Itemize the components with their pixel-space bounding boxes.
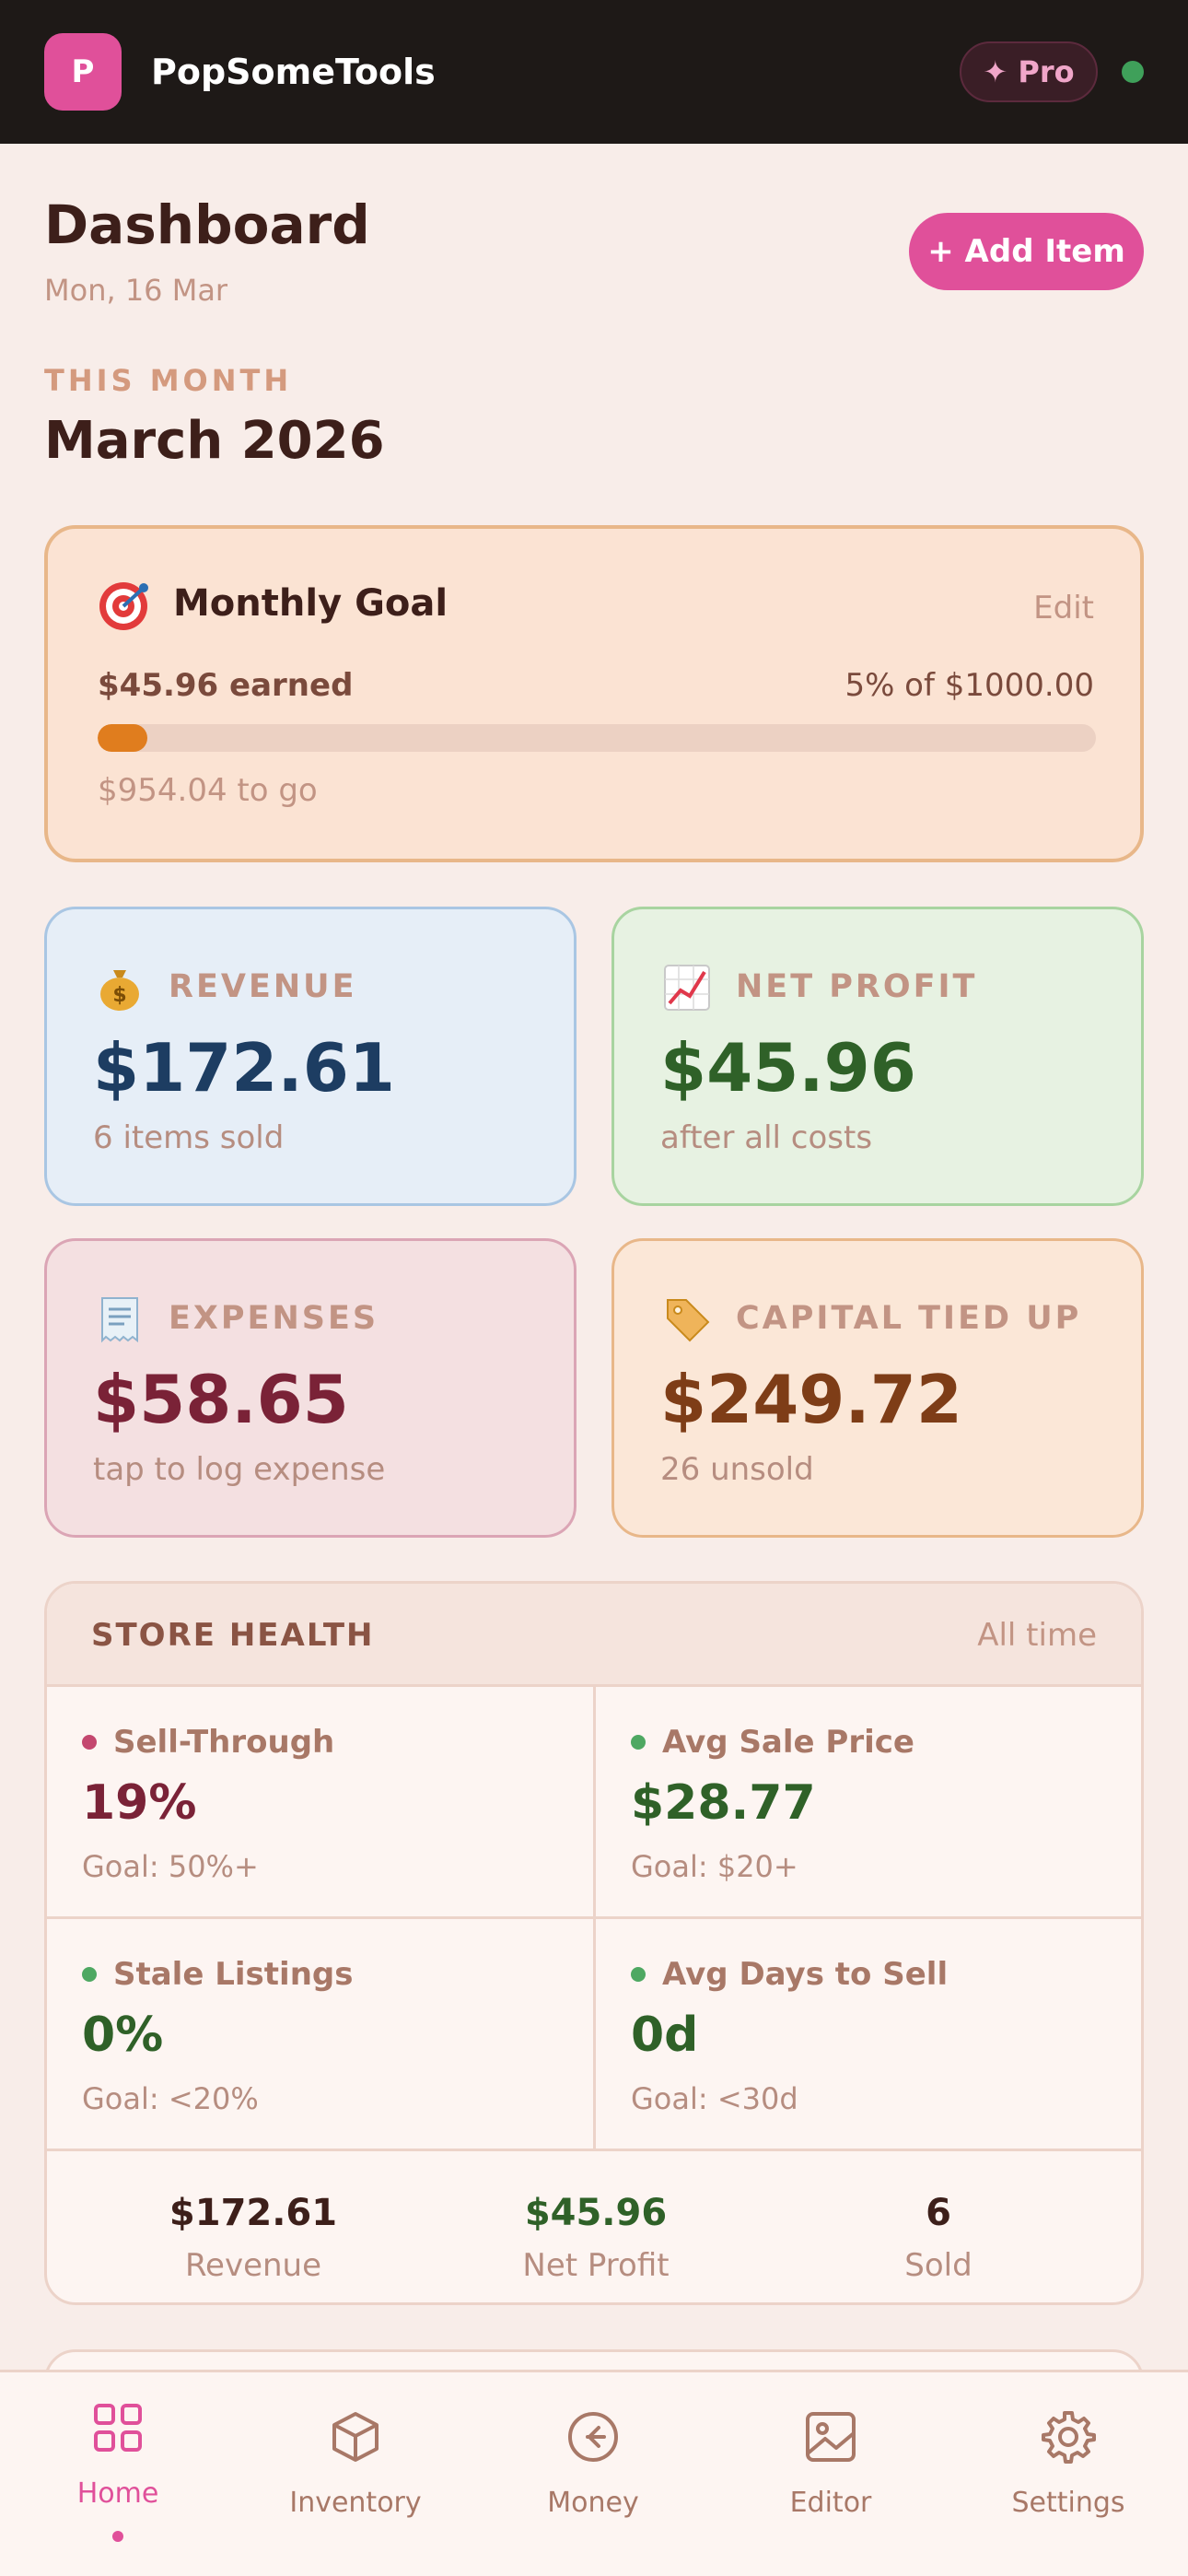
goal-progress-fill [98,724,148,752]
metric-avg-sale-price: Avg Sale Price $28.77 Goal: $20+ [596,1687,1141,1919]
chart-up-icon [664,965,710,1011]
store-health-range[interactable]: All time [977,1617,1097,1654]
summary-label: Net Profit [522,2247,670,2284]
metric-stale-listings: Stale Listings 0% Goal: <20% [47,1919,596,2151]
capital-value: $249.72 [660,1361,962,1438]
online-status-dot [1122,61,1144,83]
nav-money[interactable]: Money [501,2409,685,2547]
expenses-sub[interactable]: tap to log expense [93,1451,386,1488]
expenses-value: $58.65 [93,1361,349,1438]
store-health-header: STORE HEALTH All time [47,1584,1141,1687]
net-profit-card[interactable]: NET PROFIT $45.96 after all costs [611,907,1144,1206]
nav-editor[interactable]: Editor [739,2409,923,2547]
goal-remaining: $954.04 to go [98,772,318,809]
svg-text:$: $ [112,984,126,1007]
goal-title: Monthly Goal [173,582,448,625]
net-profit-sub: after all costs [660,1119,873,1156]
nav-label: Settings [1011,2487,1125,2519]
metric-value: 0% [82,2008,164,2063]
status-dot [82,1735,97,1750]
capital-card[interactable]: CAPITAL TIED UP $249.72 26 unsold [611,1238,1144,1538]
nav-label: Home [76,2477,159,2510]
status-dot [631,1967,646,1982]
target-icon [99,582,148,630]
metric-sell-through: Sell-Through 19% Goal: 50%+ [47,1687,596,1919]
logo-letter: P [71,53,95,90]
summary-label: Revenue [184,2247,322,2284]
summary-value: $45.96 [524,2192,668,2234]
page-title: Dashboard [44,193,370,256]
goal-earned: $45.96 earned [98,667,354,704]
metric-avg-days-to-sell: Avg Days to Sell 0d Goal: <30d [596,1919,1141,2151]
image-icon [806,2412,856,2462]
metric-label: Stale Listings [113,1956,354,1993]
metric-label: Avg Sale Price [662,1724,914,1761]
goal-edit-link[interactable]: Edit [1033,590,1094,626]
nav-label: Money [547,2487,639,2519]
period-title: March 2026 [44,411,385,471]
status-dot [631,1735,646,1750]
revenue-sub: 6 items sold [93,1119,285,1156]
metric-goal: Goal: $20+ [631,1849,798,1884]
expenses-card[interactable]: EXPENSES $58.65 tap to log expense [44,1238,577,1538]
capital-label: CAPITAL TIED UP [736,1300,1082,1337]
metric-label: Sell-Through [113,1724,335,1761]
nav-label: Inventory [289,2487,422,2519]
metric-goal: Goal: <30d [631,2081,798,2116]
revenue-value: $172.61 [93,1029,395,1107]
period-label: THIS MONTH [44,363,293,398]
money-icon [568,2412,618,2462]
metric-value: 19% [82,1775,197,1831]
summary-value: 6 [926,2192,951,2234]
status-dot [82,1967,97,1982]
active-indicator-dot [112,2531,123,2542]
metric-goal: Goal: <20% [82,2081,259,2116]
nav-settings[interactable]: Settings [976,2409,1160,2547]
revenue-card[interactable]: $ REVENUE $172.61 6 items sold [44,907,577,1206]
receipt-icon [101,1297,138,1343]
page-date: Mon, 16 Mar [44,273,228,308]
metric-label: Avg Days to Sell [662,1956,949,1993]
nav-inventory[interactable]: Inventory [263,2409,448,2547]
store-health-title: STORE HEALTH [91,1617,375,1654]
revenue-label: REVENUE [169,968,357,1005]
price-tag-icon [667,1299,710,1342]
pro-badge[interactable]: ✦ Pro [960,41,1098,102]
net-profit-value: $45.96 [660,1029,916,1107]
net-profit-label: NET PROFIT [736,968,978,1005]
metric-value: 0d [631,2008,699,2063]
bottom-nav: Home Inventory Money Editor Settings [0,2370,1188,2576]
expenses-label: EXPENSES [169,1300,379,1337]
goal-progress-bar [98,724,1096,752]
gear-icon [1042,2411,1096,2464]
summary-label: Sold [904,2247,973,2284]
metric-goal: Goal: 50%+ [82,1849,259,1884]
goal-percent: 5% of $1000.00 [844,667,1094,704]
app-logo[interactable]: P [44,33,122,111]
metric-value: $28.77 [631,1775,816,1831]
box-icon [332,2412,379,2462]
store-health-card: STORE HEALTH All time Sell-Through 19% G… [44,1581,1144,2305]
capital-sub: 26 unsold [660,1451,814,1488]
nav-home[interactable]: Home [26,2404,210,2547]
summary-value: $172.61 [169,2192,338,2234]
monthly-goal-card: Monthly Goal Edit $45.96 earned 5% of $1… [44,525,1144,862]
grid-icon [94,2404,142,2452]
app-name: PopSomeTools [151,52,436,92]
nav-label: Editor [789,2487,872,2519]
add-item-button[interactable]: + Add Item [909,213,1144,290]
money-bag-icon: $ [100,970,139,1011]
health-summary-row: $172.61 Revenue $45.96 Net Profit 6 Sold [47,2151,1141,2302]
